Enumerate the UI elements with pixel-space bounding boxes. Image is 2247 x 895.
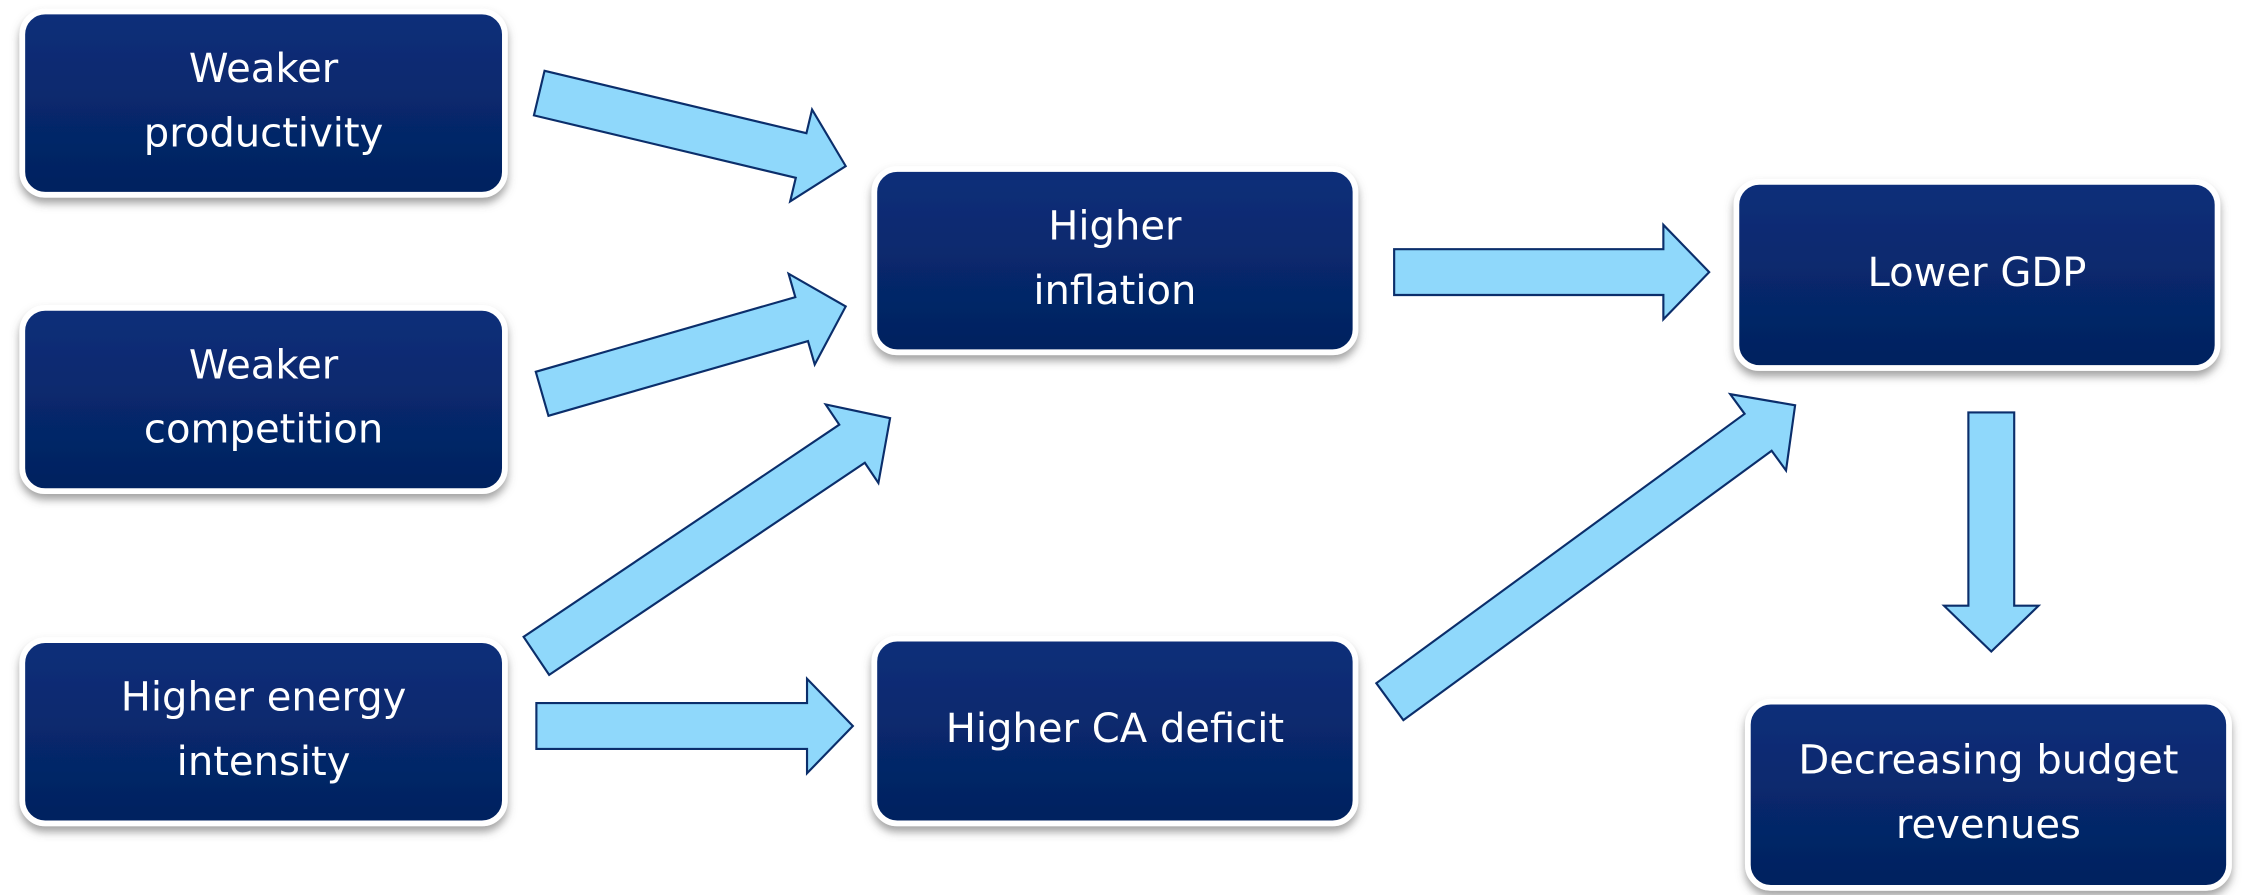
node-box (19, 8, 508, 198)
arrows (522, 69, 2042, 776)
node: Higher CA deficit (871, 635, 1359, 827)
node-label: productivity (144, 110, 384, 156)
node-label: competition (144, 407, 383, 453)
node-box (1733, 178, 2221, 371)
node-box (1744, 698, 2232, 891)
node: Higher inflation (871, 166, 1359, 356)
node-box (19, 637, 508, 827)
node-label: Lower GDP (1868, 250, 2087, 296)
node-label: Higher CA deficit (946, 706, 1284, 752)
arrow (532, 69, 848, 204)
node-label: Weaker (189, 342, 339, 388)
node-label: Higher energy (121, 675, 407, 721)
arrow (1374, 392, 1797, 722)
arrow (534, 271, 848, 418)
node: Weaker productivity (19, 8, 508, 198)
arrow (522, 402, 892, 677)
arrow (1941, 411, 2042, 654)
node-box (871, 166, 1359, 356)
node: Lower GDP (1733, 178, 2221, 371)
node: Decreasing budget revenues (1744, 698, 2232, 891)
node-label: Decreasing budget (1798, 738, 2178, 784)
node: Weaker competition (19, 305, 508, 495)
nodes: Weaker productivity Weaker competition Highe… (19, 8, 2232, 891)
node-label: revenues (1896, 802, 2081, 848)
node-label: intensity (177, 739, 351, 785)
node: Higher energy intensity (19, 637, 508, 827)
node-label: Higher (1048, 203, 1182, 249)
node-box (871, 635, 1359, 827)
arrow (1393, 222, 1711, 322)
node-box (19, 305, 508, 495)
node-label: Weaker (189, 46, 339, 92)
arrow (535, 676, 855, 776)
node-label: inflation (1033, 268, 1196, 314)
